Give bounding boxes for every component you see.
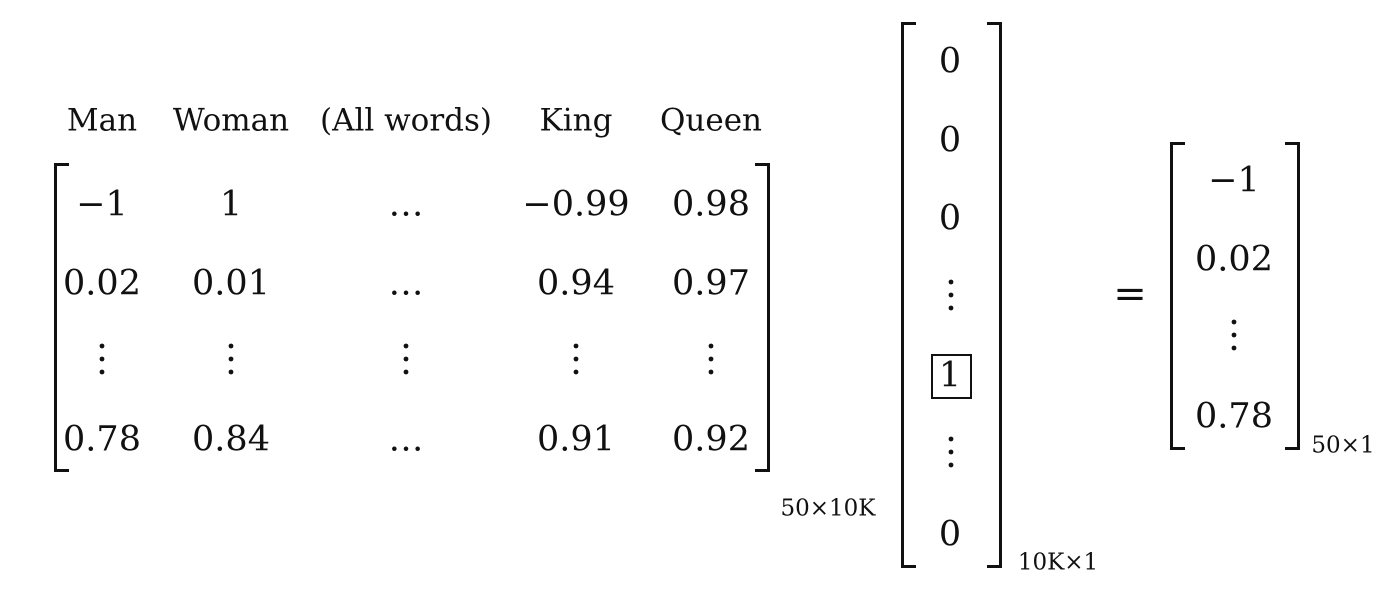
result-right-bracket bbox=[1285, 142, 1300, 450]
onehot-highlighted-entry: 1 bbox=[938, 355, 962, 396]
matrix-cell: 0.78 bbox=[63, 419, 141, 460]
onehot-entry: 0 bbox=[938, 41, 962, 82]
result-left-bracket bbox=[1170, 142, 1185, 450]
onehot-entry: 0 bbox=[938, 198, 962, 239]
matrix-cell: −0.99 bbox=[522, 184, 630, 225]
vdots-icon bbox=[708, 343, 714, 375]
result-entry: 0.02 bbox=[1195, 239, 1273, 280]
vdots-icon bbox=[573, 343, 579, 375]
onehot-entry: 0 bbox=[938, 514, 962, 555]
onehot-left-bracket bbox=[901, 22, 916, 568]
matrix-cell: 0.92 bbox=[672, 419, 750, 460]
matrix-cell: 0.98 bbox=[672, 184, 750, 225]
header-woman: Woman bbox=[172, 102, 290, 139]
matrix-size-label: 50×10K bbox=[780, 495, 876, 522]
vdots-icon bbox=[99, 343, 105, 375]
vdots-icon bbox=[948, 436, 954, 468]
matrix-cell: … bbox=[388, 184, 424, 225]
onehot-right-bracket bbox=[987, 22, 1002, 568]
matrix-cell: 0.94 bbox=[537, 263, 615, 304]
matrix-cell: −1 bbox=[76, 184, 128, 225]
result-size-label: 50×1 bbox=[1311, 432, 1375, 459]
equals-sign: = bbox=[1113, 271, 1147, 317]
matrix-cell: 0.91 bbox=[537, 419, 615, 460]
vdots-icon bbox=[403, 343, 409, 375]
result-entry: 0.78 bbox=[1195, 396, 1273, 437]
header-all-words: (All words) bbox=[319, 102, 493, 139]
vdots-icon bbox=[948, 279, 954, 311]
vdots-icon bbox=[1231, 319, 1237, 351]
matrix-cell: … bbox=[388, 263, 424, 304]
matrix-cell: 0.02 bbox=[63, 263, 141, 304]
vdots-icon bbox=[228, 343, 234, 375]
header-man: Man bbox=[66, 102, 138, 139]
matrix-right-bracket bbox=[755, 163, 770, 472]
result-entry: −1 bbox=[1208, 160, 1260, 201]
header-queen: Queen bbox=[659, 102, 763, 139]
matrix-cell: … bbox=[388, 419, 424, 460]
onehot-entry: 0 bbox=[938, 120, 962, 161]
header-king: King bbox=[539, 102, 613, 139]
matrix-cell: 1 bbox=[219, 184, 243, 225]
matrix-cell: 0.97 bbox=[672, 263, 750, 304]
onehot-size-label: 10K×1 bbox=[1017, 549, 1099, 576]
matrix-cell: 0.84 bbox=[192, 419, 270, 460]
highlight-box bbox=[931, 354, 972, 399]
matrix-left-bracket bbox=[54, 163, 69, 472]
matrix-cell: 0.01 bbox=[192, 263, 270, 304]
